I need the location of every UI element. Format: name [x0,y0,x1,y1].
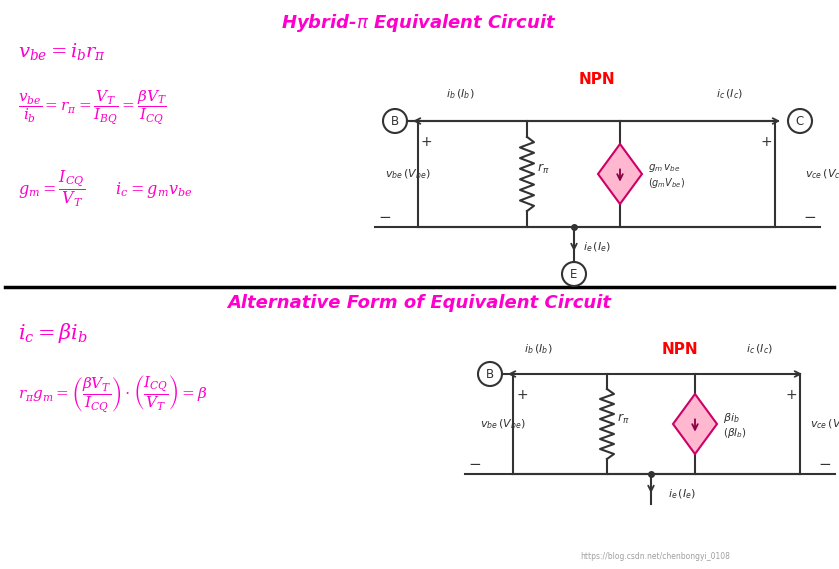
Text: $\beta i_b$: $\beta i_b$ [723,411,740,425]
Text: $\dfrac{v_{be}}{i_b} = r_{\pi} = \dfrac{V_T}{I_{BQ}} = \dfrac{\beta V_T}{I_{CQ}}: $\dfrac{v_{be}}{i_b} = r_{\pi} = \dfrac{… [18,89,167,127]
Polygon shape [598,144,642,204]
Text: $v_{ce}\,(V_{ce})$: $v_{ce}\,(V_{ce})$ [805,167,839,181]
Text: $-$: $-$ [378,208,392,223]
Text: $g_m = \dfrac{I_{CQ}}{V_T} \qquad i_c = g_m v_{be}$: $g_m = \dfrac{I_{CQ}}{V_T} \qquad i_c = … [18,169,193,209]
Text: +: + [516,388,528,402]
Text: $i_b\,(I_b)$: $i_b\,(I_b)$ [446,88,474,101]
Text: https://blog.csdn.net/chenbongyi_0108: https://blog.csdn.net/chenbongyi_0108 [580,552,730,561]
Text: C: C [796,114,804,127]
Text: $r_{\pi}$: $r_{\pi}$ [537,162,550,176]
Text: $-$: $-$ [804,208,816,223]
Text: $r_{\pi} g_m = \left(\dfrac{\beta V_T}{I_{CQ}}\right) \cdot \left(\dfrac{I_{CQ}}: $r_{\pi} g_m = \left(\dfrac{\beta V_T}{I… [18,374,208,415]
Text: $v_{be} = i_b r_{\pi}$: $v_{be} = i_b r_{\pi}$ [18,41,106,62]
Text: $v_{be}\,(V_{be})$: $v_{be}\,(V_{be})$ [385,167,431,181]
Text: $i_c\,(I_c)$: $i_c\,(I_c)$ [747,343,774,356]
Text: $-$: $-$ [818,455,831,470]
Text: $v_{ce}\,(V_{ce})$: $v_{ce}\,(V_{ce})$ [810,417,839,431]
Text: $i_b\,(I_b)$: $i_b\,(I_b)$ [524,343,552,356]
Text: $i_c = \beta i_b$: $i_c = \beta i_b$ [18,321,88,345]
Text: B: B [391,114,399,127]
Text: NPN: NPN [579,72,615,86]
Text: $-$: $-$ [468,455,482,470]
Text: $i_e\,(I_e)$: $i_e\,(I_e)$ [668,487,696,501]
Text: B: B [486,368,494,381]
Text: $i_e\,(I_e)$: $i_e\,(I_e)$ [583,240,611,254]
Text: +: + [785,388,797,402]
Text: $i_c\,(I_c)$: $i_c\,(I_c)$ [717,88,743,101]
Text: NPN: NPN [662,341,698,357]
Text: $(\beta I_b)$: $(\beta I_b)$ [723,426,747,440]
Text: Alternative Form of Equivalent Circuit: Alternative Form of Equivalent Circuit [227,294,611,312]
Text: $r_{\pi}$: $r_{\pi}$ [617,412,629,426]
Text: Hybrid-$\pi$ Equivalent Circuit: Hybrid-$\pi$ Equivalent Circuit [281,12,557,34]
Text: $(g_m V_{be})$: $(g_m V_{be})$ [648,176,685,190]
Text: $v_{be}\,(V_{be})$: $v_{be}\,(V_{be})$ [480,417,526,431]
Polygon shape [673,394,717,454]
Text: E: E [571,267,578,281]
Text: $g_m\,v_{be}$: $g_m\,v_{be}$ [648,162,680,174]
Text: +: + [760,135,772,149]
Text: +: + [421,135,433,149]
